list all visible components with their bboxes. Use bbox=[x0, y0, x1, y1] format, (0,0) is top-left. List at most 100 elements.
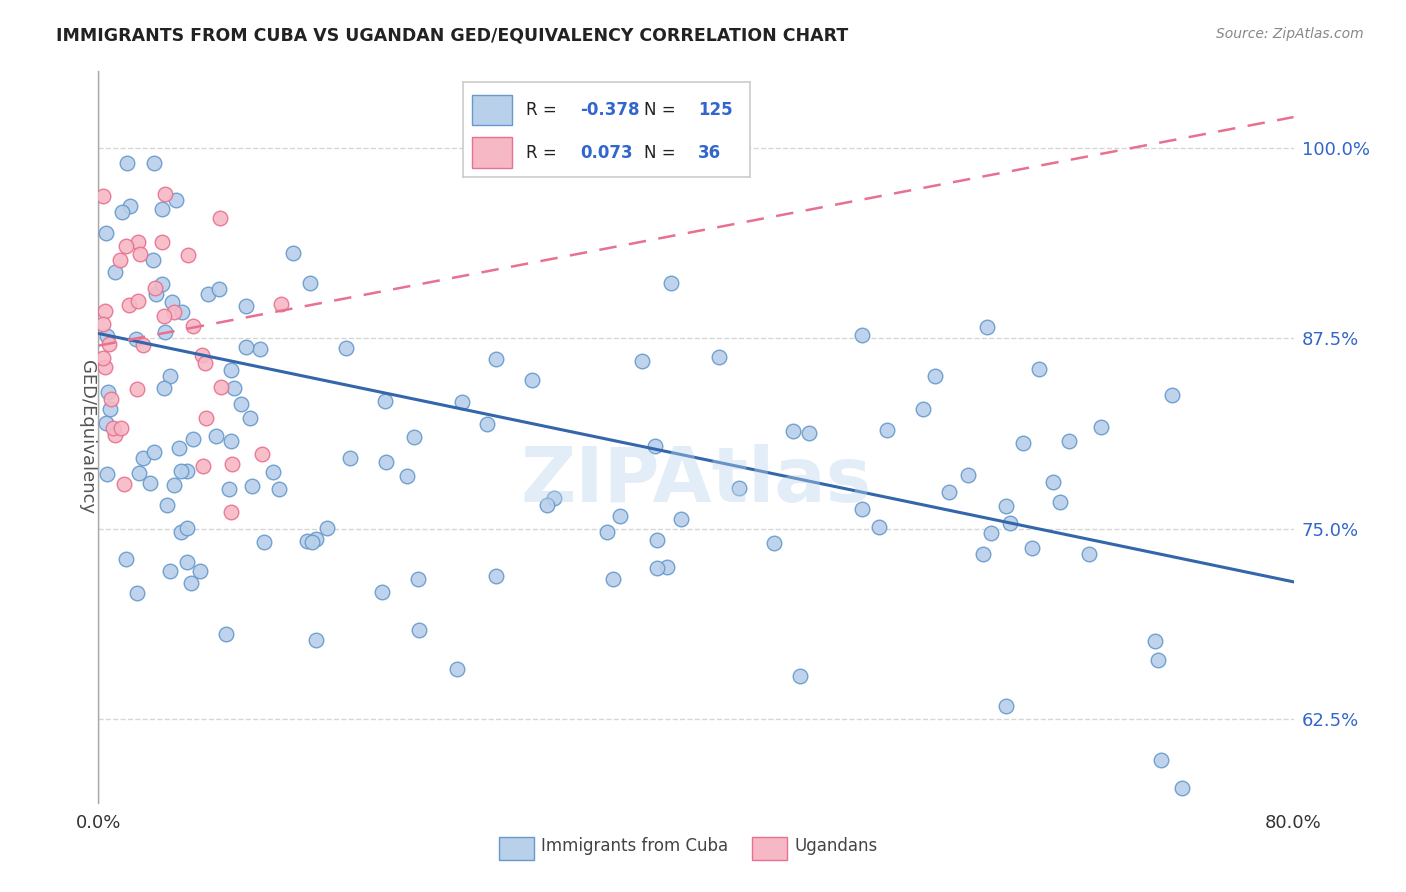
Point bbox=[150, 202, 173, 216]
Point bbox=[728, 481, 751, 495]
Point bbox=[250, 447, 273, 461]
Point bbox=[1147, 653, 1170, 667]
Point bbox=[262, 465, 284, 479]
Point bbox=[316, 521, 339, 535]
Point bbox=[170, 305, 193, 319]
Point bbox=[655, 559, 678, 574]
Point bbox=[408, 623, 430, 637]
Point bbox=[180, 575, 202, 590]
Point bbox=[100, 392, 122, 406]
Point bbox=[142, 252, 165, 267]
Point bbox=[924, 368, 946, 383]
Point bbox=[208, 211, 231, 225]
Point bbox=[114, 551, 136, 566]
Point bbox=[91, 189, 114, 203]
Point bbox=[938, 485, 960, 500]
Point bbox=[543, 491, 565, 506]
Point bbox=[1144, 634, 1167, 648]
Point bbox=[176, 555, 198, 569]
Point bbox=[408, 572, 430, 586]
Point bbox=[204, 428, 226, 442]
Point bbox=[1049, 495, 1071, 509]
Point bbox=[110, 420, 132, 434]
Point bbox=[118, 298, 141, 312]
Point bbox=[301, 534, 323, 549]
Point bbox=[98, 401, 121, 416]
Point bbox=[1021, 541, 1043, 556]
Point bbox=[194, 356, 217, 370]
Point bbox=[128, 467, 150, 481]
Point bbox=[152, 277, 174, 292]
Point bbox=[176, 520, 198, 534]
Point bbox=[980, 525, 1002, 540]
Point bbox=[181, 318, 204, 333]
Point bbox=[957, 467, 980, 482]
Point bbox=[976, 319, 998, 334]
Point bbox=[163, 305, 186, 319]
Point bbox=[851, 502, 873, 516]
Point bbox=[169, 464, 191, 478]
Point bbox=[912, 401, 935, 416]
Point bbox=[132, 450, 155, 465]
Point bbox=[170, 525, 193, 540]
Point bbox=[94, 303, 117, 318]
Point bbox=[239, 411, 262, 425]
Point bbox=[218, 483, 240, 497]
Point bbox=[156, 498, 179, 512]
Point bbox=[115, 156, 138, 170]
Point bbox=[176, 464, 198, 478]
Point bbox=[159, 368, 181, 383]
Point bbox=[98, 336, 121, 351]
Point bbox=[374, 455, 396, 469]
Point bbox=[851, 328, 873, 343]
Point bbox=[485, 352, 508, 367]
Point bbox=[522, 373, 544, 387]
Point bbox=[112, 476, 135, 491]
Point bbox=[370, 585, 392, 599]
Point bbox=[94, 417, 117, 431]
Point bbox=[219, 434, 242, 448]
Point bbox=[91, 351, 114, 365]
Point bbox=[339, 451, 361, 466]
Point bbox=[143, 280, 166, 294]
Point bbox=[789, 669, 811, 683]
Point bbox=[142, 444, 165, 458]
Point bbox=[501, 158, 523, 172]
Point bbox=[596, 525, 619, 540]
Point bbox=[451, 395, 474, 409]
Point bbox=[153, 381, 176, 395]
Point bbox=[101, 420, 124, 434]
Point bbox=[1161, 388, 1184, 402]
Point bbox=[219, 363, 242, 377]
Point bbox=[129, 247, 152, 261]
Point bbox=[97, 385, 120, 400]
Point bbox=[335, 341, 357, 355]
Point bbox=[295, 534, 318, 549]
Point bbox=[269, 482, 291, 496]
Point bbox=[215, 627, 238, 641]
Point bbox=[782, 424, 804, 438]
Text: IMMIGRANTS FROM CUBA VS UGANDAN GED/EQUIVALENCY CORRELATION CHART: IMMIGRANTS FROM CUBA VS UGANDAN GED/EQUI… bbox=[56, 27, 848, 45]
Point bbox=[160, 295, 183, 310]
Point bbox=[159, 564, 181, 578]
Text: Ugandans: Ugandans bbox=[794, 837, 877, 855]
Point bbox=[127, 235, 149, 249]
Point bbox=[167, 442, 190, 456]
Point bbox=[995, 499, 1018, 513]
Point bbox=[152, 235, 174, 249]
Point bbox=[249, 342, 271, 356]
Point bbox=[609, 509, 631, 524]
Point bbox=[143, 156, 166, 170]
Point bbox=[235, 340, 257, 354]
Point bbox=[209, 380, 232, 394]
Point bbox=[125, 586, 148, 600]
Point bbox=[194, 410, 217, 425]
Point bbox=[797, 425, 820, 440]
Point bbox=[630, 353, 652, 368]
Point bbox=[763, 536, 786, 550]
Point bbox=[536, 498, 558, 512]
Point bbox=[1150, 754, 1173, 768]
Text: ZIPAtlas: ZIPAtlas bbox=[520, 444, 872, 518]
Point bbox=[1012, 436, 1035, 450]
Point bbox=[104, 428, 127, 442]
